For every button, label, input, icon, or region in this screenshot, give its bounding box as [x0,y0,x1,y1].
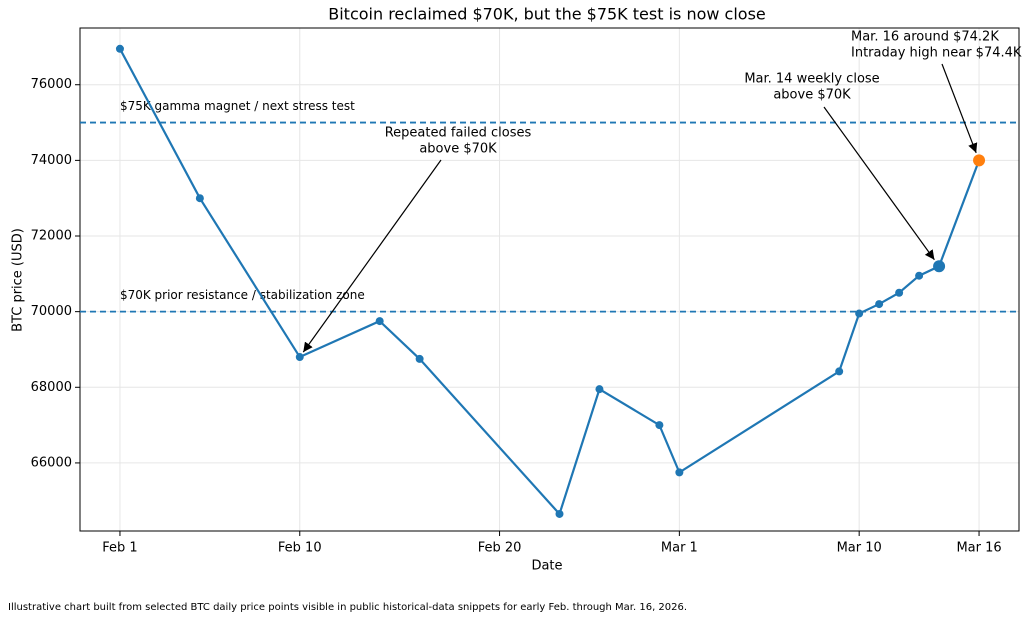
price-point [415,354,424,363]
y-tick-label: 72000 [31,229,72,244]
price-point [933,260,946,273]
annotation-text: Repeated failed closes [385,126,532,141]
price-point [855,309,864,318]
x-tick-label: Mar 1 [661,541,698,556]
y-tick-label: 76000 [31,77,72,92]
price-point [195,194,204,203]
x-tick-label: Feb 20 [478,541,522,556]
reference-label: $70K prior resistance / stabilization zo… [120,288,365,302]
x-tick-label: Feb 10 [278,541,322,556]
x-tick-label: Feb 1 [102,541,137,556]
y-tick-label: 74000 [31,153,72,168]
annotation-text: above $70K [419,142,497,157]
price-line [118,48,981,517]
price-point [555,509,564,518]
annotation-text: Intraday high near $74.4K [851,46,1022,61]
price-point [915,271,924,280]
x-tick-label: Mar 10 [837,541,882,556]
chart-title: Bitcoin reclaimed $70K, but the $75K tes… [328,5,766,24]
price-point [295,353,304,362]
price-point [895,288,904,297]
y-tick-label: 68000 [31,380,72,395]
footnote: Illustrative chart built from selected B… [8,602,687,613]
price-point [675,468,684,477]
annotation-arrow [941,63,978,154]
annotation-text: Mar. 14 weekly close [744,72,879,87]
annotation-arrow [823,106,935,261]
y-tick-label: 66000 [31,455,72,470]
x-axis-label: Date [531,559,562,574]
y-tick-label: 70000 [31,304,72,319]
price-point [835,367,844,376]
annotation-text: Mar. 16 around $74.2K [851,30,999,45]
price-point [973,154,986,167]
price-point [115,44,124,53]
price-point [595,385,604,394]
price-point [655,421,664,430]
reference-label: $75K gamma magnet / next stress test [120,99,355,113]
x-tick-label: Mar 16 [956,541,1001,556]
y-axis-label: BTC price (USD) [11,228,26,332]
annotation-arrow [302,159,442,353]
price-point [875,300,884,309]
plot-frame [79,27,1020,532]
annotation-text: above $70K [773,88,851,103]
price-point [375,317,384,326]
